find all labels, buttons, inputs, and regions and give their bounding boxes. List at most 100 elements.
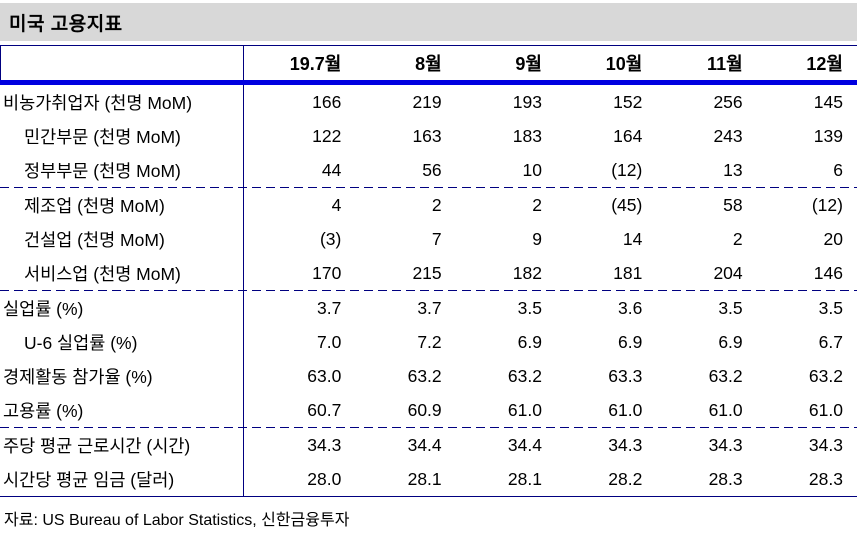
data-cell: 34.4 bbox=[407, 434, 442, 455]
data-cell: 28.3 bbox=[708, 468, 743, 489]
data-cell: 14 bbox=[622, 228, 643, 249]
table-row: 주당 평균 근로시간 (시간) 34.3 34.4 34.4 34.3 34.3 34.3 bbox=[0, 428, 857, 462]
row-label: U-6 실업률 (%) bbox=[24, 332, 138, 353]
row-label: 민간부문 (천명 MoM) bbox=[24, 126, 181, 147]
data-cell: 152 bbox=[613, 91, 643, 112]
data-cell: 63.3 bbox=[608, 365, 643, 386]
employment-table: 19.7월 8월 9월 10월 11월 12월 비농가취업자 (천명 MoM) 166 219… bbox=[0, 45, 857, 497]
data-cell: 34.4 bbox=[507, 434, 542, 455]
page-title: 미국 고용지표 bbox=[9, 13, 123, 35]
table-body: 비농가취업자 (천명 MoM) 166 219 193 152 256 145 민간부문 (천… bbox=[0, 85, 857, 496]
data-cell: 193 bbox=[512, 91, 542, 112]
column-header: 12월 bbox=[806, 54, 843, 74]
column-header: 8월 bbox=[415, 54, 442, 74]
data-cell: 163 bbox=[412, 125, 442, 146]
data-cell: 60.7 bbox=[307, 399, 342, 420]
data-cell: 20 bbox=[823, 228, 843, 249]
data-cell: 28.1 bbox=[507, 468, 542, 489]
data-cell: 164 bbox=[613, 125, 643, 146]
table-row: 시간당 평균 임금 (달러) 28.0 28.1 28.1 28.2 28.3 28.3 bbox=[0, 462, 857, 496]
data-cell: 63.2 bbox=[507, 365, 542, 386]
data-cell: 34.3 bbox=[307, 434, 342, 455]
data-cell: 145 bbox=[813, 91, 843, 112]
data-cell: 7 bbox=[431, 228, 442, 249]
table-row: U-6 실업률 (%) 7.0 7.2 6.9 6.9 6.9 6.7 bbox=[0, 325, 857, 359]
data-cell: 34.3 bbox=[608, 434, 643, 455]
row-label: 경제활동 참가율 (%) bbox=[3, 366, 153, 387]
data-cell: 44 bbox=[321, 159, 342, 180]
data-cell: 4 bbox=[331, 194, 342, 215]
data-cell: 3.7 bbox=[417, 297, 442, 318]
data-cell: 166 bbox=[312, 91, 342, 112]
table-row: 경제활동 참가율 (%) 63.0 63.2 63.2 63.3 63.2 63.2 bbox=[0, 359, 857, 393]
data-cell: 6.9 bbox=[517, 331, 542, 352]
data-cell: 58 bbox=[723, 194, 743, 215]
table-row: 실업률 (%) 3.7 3.7 3.5 3.6 3.5 3.5 bbox=[0, 291, 857, 325]
data-cell: 243 bbox=[713, 125, 743, 146]
data-cell: 181 bbox=[613, 262, 643, 283]
table-row: 민간부문 (천명 MoM) 122 163 183 164 243 139 bbox=[0, 119, 857, 153]
data-cell: 7.2 bbox=[417, 331, 442, 352]
data-cell: 61.0 bbox=[808, 399, 843, 420]
data-cell: 182 bbox=[512, 262, 542, 283]
data-cell: 10 bbox=[522, 159, 542, 180]
data-cell: 2 bbox=[431, 194, 442, 215]
header-underline bbox=[0, 80, 857, 85]
data-cell: 3.5 bbox=[517, 297, 542, 318]
data-cell: 219 bbox=[412, 91, 442, 112]
data-cell: (45) bbox=[611, 194, 643, 215]
table-row: 비농가취업자 (천명 MoM) 166 219 193 152 256 145 bbox=[0, 85, 857, 119]
table-row: 건설업 (천명 MoM) (3) 7 9 14 2 20 bbox=[0, 222, 857, 256]
data-cell: 28.3 bbox=[808, 468, 843, 489]
table-row: 고용률 (%) 60.7 60.9 61.0 61.0 61.0 61.0 bbox=[0, 393, 857, 427]
data-cell: 61.0 bbox=[608, 399, 643, 420]
data-cell: (12) bbox=[811, 194, 843, 215]
row-label: 실업률 (%) bbox=[3, 298, 84, 319]
data-cell: 2 bbox=[532, 194, 542, 215]
data-cell: 61.0 bbox=[507, 399, 542, 420]
table-bottom-border bbox=[0, 496, 857, 497]
data-cell: 60.9 bbox=[407, 399, 442, 420]
data-cell: (12) bbox=[611, 159, 643, 180]
data-cell: 28.0 bbox=[307, 468, 342, 489]
report-title-bar: 미국 고용지표 bbox=[0, 3, 857, 41]
data-cell: 6.7 bbox=[818, 331, 843, 352]
data-cell: 6 bbox=[833, 159, 843, 180]
data-cell: 3.6 bbox=[617, 297, 643, 318]
data-cell: 61.0 bbox=[708, 399, 743, 420]
row-label: 건설업 (천명 MoM) bbox=[24, 229, 165, 250]
row-label: 주당 평균 근로시간 (시간) bbox=[3, 435, 191, 456]
row-label: 서비스업 (천명 MoM) bbox=[24, 263, 181, 284]
section-divider bbox=[0, 187, 857, 188]
data-cell: 63.2 bbox=[407, 365, 442, 386]
column-header: 9월 bbox=[515, 54, 542, 74]
data-cell: (3) bbox=[319, 228, 342, 249]
column-header: 11월 bbox=[707, 54, 743, 74]
data-cell: 7.0 bbox=[317, 331, 342, 352]
data-cell: 63.0 bbox=[307, 365, 342, 386]
data-cell: 170 bbox=[312, 262, 342, 283]
data-cell: 34.3 bbox=[808, 434, 843, 455]
data-cell: 56 bbox=[422, 159, 442, 180]
data-cell: 146 bbox=[813, 262, 843, 283]
row-label: 고용률 (%) bbox=[3, 400, 84, 421]
data-cell: 183 bbox=[512, 125, 542, 146]
data-cell: 28.1 bbox=[407, 468, 442, 489]
row-label: 비농가취업자 (천명 MoM) bbox=[3, 92, 193, 113]
table-row: 정부부문 (천명 MoM) 44 56 10 (12) 13 6 bbox=[0, 153, 857, 187]
data-cell: 256 bbox=[713, 91, 743, 112]
data-cell: 6.9 bbox=[718, 331, 743, 352]
column-header: 19.7월 bbox=[289, 54, 342, 74]
data-cell: 34.3 bbox=[708, 434, 743, 455]
data-cell: 63.2 bbox=[808, 365, 843, 386]
data-cell: 9 bbox=[532, 228, 542, 249]
data-cell: 3.5 bbox=[818, 297, 843, 318]
data-cell: 215 bbox=[412, 262, 442, 283]
data-cell: 28.2 bbox=[608, 468, 643, 489]
data-cell: 3.7 bbox=[317, 297, 342, 318]
table-row: 제조업 (천명 MoM) 4 2 2 (45) 58 (12) bbox=[0, 188, 857, 222]
data-cell: 63.2 bbox=[708, 365, 743, 386]
data-cell: 139 bbox=[813, 125, 843, 146]
data-cell: 3.5 bbox=[718, 297, 743, 318]
section-divider bbox=[0, 427, 857, 428]
